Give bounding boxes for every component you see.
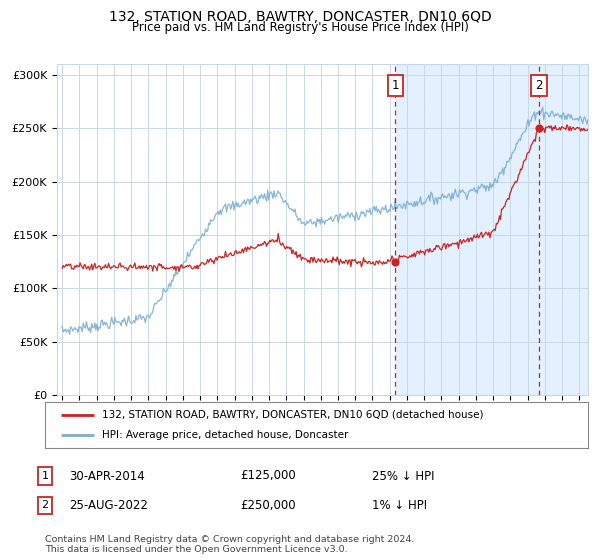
Text: 1: 1	[41, 471, 49, 481]
Text: £125,000: £125,000	[240, 469, 296, 483]
Text: HPI: Average price, detached house, Doncaster: HPI: Average price, detached house, Donc…	[102, 430, 349, 440]
Text: £250,000: £250,000	[240, 498, 296, 512]
Text: 30-APR-2014: 30-APR-2014	[69, 469, 145, 483]
Text: Contains HM Land Registry data © Crown copyright and database right 2024.
This d: Contains HM Land Registry data © Crown c…	[45, 535, 415, 554]
Point	[534, 124, 544, 133]
Text: 1: 1	[392, 79, 399, 92]
Text: 25-AUG-2022: 25-AUG-2022	[69, 498, 148, 512]
Point	[391, 257, 400, 266]
Text: 25% ↓ HPI: 25% ↓ HPI	[372, 469, 434, 483]
Text: 132, STATION ROAD, BAWTRY, DONCASTER, DN10 6QD (detached house): 132, STATION ROAD, BAWTRY, DONCASTER, DN…	[102, 410, 484, 420]
Text: 2: 2	[535, 79, 542, 92]
Text: 1% ↓ HPI: 1% ↓ HPI	[372, 498, 427, 512]
Text: 2: 2	[41, 500, 49, 510]
Text: 132, STATION ROAD, BAWTRY, DONCASTER, DN10 6QD: 132, STATION ROAD, BAWTRY, DONCASTER, DN…	[109, 10, 491, 24]
Text: Price paid vs. HM Land Registry's House Price Index (HPI): Price paid vs. HM Land Registry's House …	[131, 21, 469, 34]
